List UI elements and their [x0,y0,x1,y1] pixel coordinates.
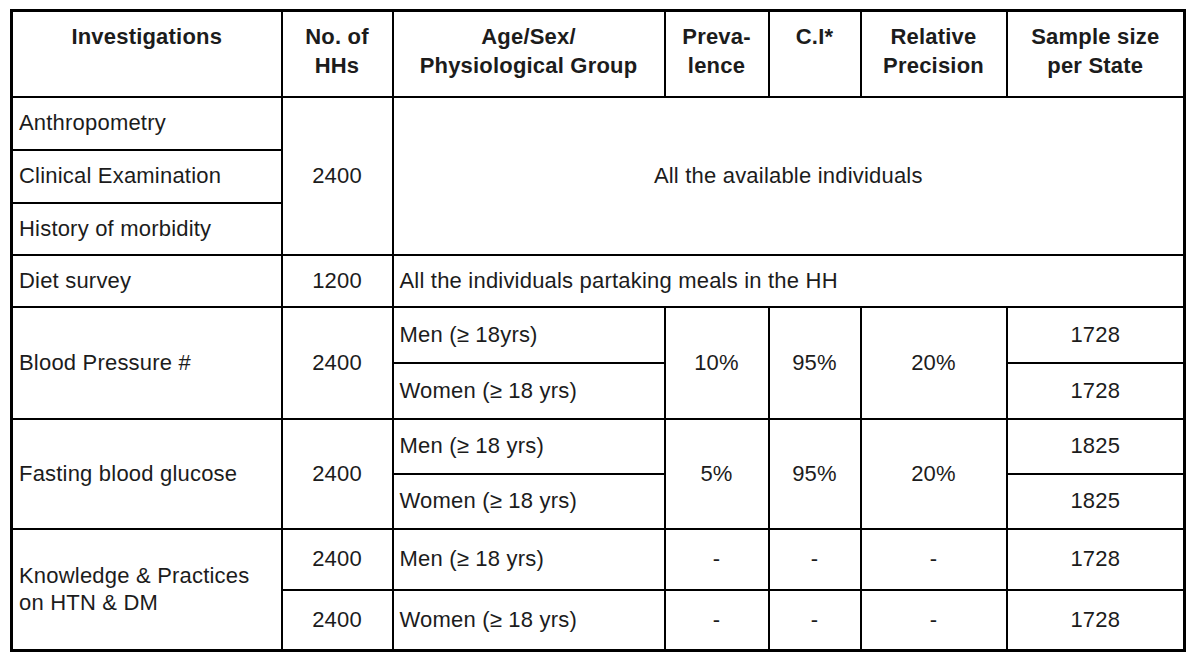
cell-hhs-blood-pressure: 2400 [282,307,393,419]
cell-group-anthro-block: All the available individuals [393,97,1185,255]
cell-investigation-fasting-glucose: Fasting blood glucose [12,419,282,529]
cell-investigation-diet: Diet survey [12,255,282,307]
cell-investigation-blood-pressure: Blood Pressure # [12,307,282,419]
cell-relative-precision-knowledge-women: - [861,590,1007,651]
cell-hhs-knowledge-women: 2400 [282,590,393,651]
cell-prevalence-knowledge-women: - [665,590,769,651]
cell-ci-knowledge-men: - [769,529,861,590]
column-header-age-sex-group: Age/Sex/ Physiological Group [393,11,665,97]
cell-prevalence-bp: 10% [665,307,769,419]
row-diet-survey: Diet survey 1200 All the individuals par… [12,255,1185,307]
sampling-plan-table: Investigations No. of HHs Age/Sex/ Physi… [10,9,1186,652]
cell-sample-fbg-men: 1825 [1007,419,1185,474]
cell-relative-precision-knowledge-men: - [861,529,1007,590]
row-anthropometry: Anthropometry 2400 All the available ind… [12,97,1185,150]
column-header-relative-precision: Relative Precision [861,11,1007,97]
row-blood-pressure-men: Blood Pressure # 2400 Men (≥ 18yrs) 10% … [12,307,1185,363]
cell-group-fbg-men: Men (≥ 18 yrs) [393,419,665,474]
cell-sample-knowledge-men: 1728 [1007,529,1185,590]
table-header-row: Investigations No. of HHs Age/Sex/ Physi… [12,11,1185,97]
cell-investigation-clinical: Clinical Examination [12,150,282,203]
cell-investigation-knowledge: Knowledge & Practices on HTN & DM [12,529,282,651]
cell-group-diet: All the individuals partaking meals in t… [393,255,1185,307]
cell-ci-fbg: 95% [769,419,861,529]
cell-sample-knowledge-women: 1728 [1007,590,1185,651]
cell-hhs-anthro-block: 2400 [282,97,393,255]
cell-hhs-knowledge-men: 2400 [282,529,393,590]
column-header-investigations: Investigations [12,11,282,97]
cell-prevalence-fbg: 5% [665,419,769,529]
document-page: Investigations No. of HHs Age/Sex/ Physi… [0,0,1193,665]
cell-prevalence-knowledge-men: - [665,529,769,590]
row-knowledge-men: Knowledge & Practices on HTN & DM 2400 M… [12,529,1185,590]
column-header-sample-size: Sample size per State [1007,11,1185,97]
cell-relative-precision-bp: 20% [861,307,1007,419]
column-header-no-of-hhs: No. of HHs [282,11,393,97]
cell-hhs-diet: 1200 [282,255,393,307]
cell-ci-knowledge-women: - [769,590,861,651]
column-header-prevalence: Preva- lence [665,11,769,97]
cell-sample-fbg-women: 1825 [1007,474,1185,529]
cell-group-knowledge-women: Women (≥ 18 yrs) [393,590,665,651]
cell-investigation-history: History of morbidity [12,203,282,255]
cell-sample-bp-women: 1728 [1007,363,1185,419]
column-header-ci: C.I* [769,11,861,97]
cell-group-bp-men: Men (≥ 18yrs) [393,307,665,363]
cell-sample-bp-men: 1728 [1007,307,1185,363]
cell-group-fbg-women: Women (≥ 18 yrs) [393,474,665,529]
cell-investigation-anthropometry: Anthropometry [12,97,282,150]
cell-ci-bp: 95% [769,307,861,419]
row-fasting-glucose-men: Fasting blood glucose 2400 Men (≥ 18 yrs… [12,419,1185,474]
cell-group-bp-women: Women (≥ 18 yrs) [393,363,665,419]
cell-relative-precision-fbg: 20% [861,419,1007,529]
cell-hhs-fasting-glucose: 2400 [282,419,393,529]
cell-group-knowledge-men: Men (≥ 18 yrs) [393,529,665,590]
